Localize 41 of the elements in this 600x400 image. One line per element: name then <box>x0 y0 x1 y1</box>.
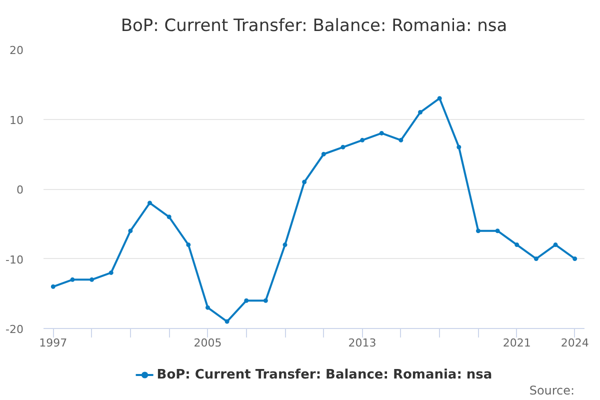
point <box>186 242 191 248</box>
point <box>148 200 152 206</box>
point <box>70 277 75 282</box>
x-tick-label: 2024 <box>560 336 589 350</box>
point <box>50 284 56 289</box>
point <box>302 180 307 184</box>
y-tick-label: 20 <box>10 44 24 57</box>
point <box>282 242 288 248</box>
chart-title: BoP: Current Transfer: Balance: Romania: nsa <box>120 16 508 36</box>
point <box>166 214 172 220</box>
point <box>340 144 346 150</box>
point <box>128 228 133 234</box>
point <box>437 96 442 101</box>
point <box>553 242 558 248</box>
point <box>514 242 520 248</box>
point <box>534 256 538 261</box>
point <box>379 130 384 136</box>
x-tick-label: 2013 <box>348 336 376 350</box>
source-note: Source: <box>529 384 575 398</box>
point <box>263 298 268 303</box>
point <box>398 138 404 142</box>
point <box>108 270 114 275</box>
legend-label: BoP: Current Transfer: Balance: Romania: nsa <box>156 367 492 382</box>
y-tick-label: -10 <box>6 253 24 266</box>
point <box>456 144 462 150</box>
point <box>90 277 94 282</box>
x-tick-label: 2005 <box>194 336 222 350</box>
x-tick-label: 2021 <box>502 336 531 350</box>
y-tick-label: 0 <box>16 184 24 196</box>
point <box>360 138 365 142</box>
point <box>476 228 480 234</box>
point <box>418 110 423 115</box>
y-tick-label: 10 <box>10 114 24 127</box>
point <box>321 152 326 156</box>
point <box>495 228 500 234</box>
point <box>244 298 249 303</box>
y-tick-label: -20 <box>6 323 24 336</box>
x-tick-label: 1997 <box>39 336 68 350</box>
point <box>572 256 578 261</box>
point <box>224 319 230 324</box>
point <box>205 305 210 310</box>
